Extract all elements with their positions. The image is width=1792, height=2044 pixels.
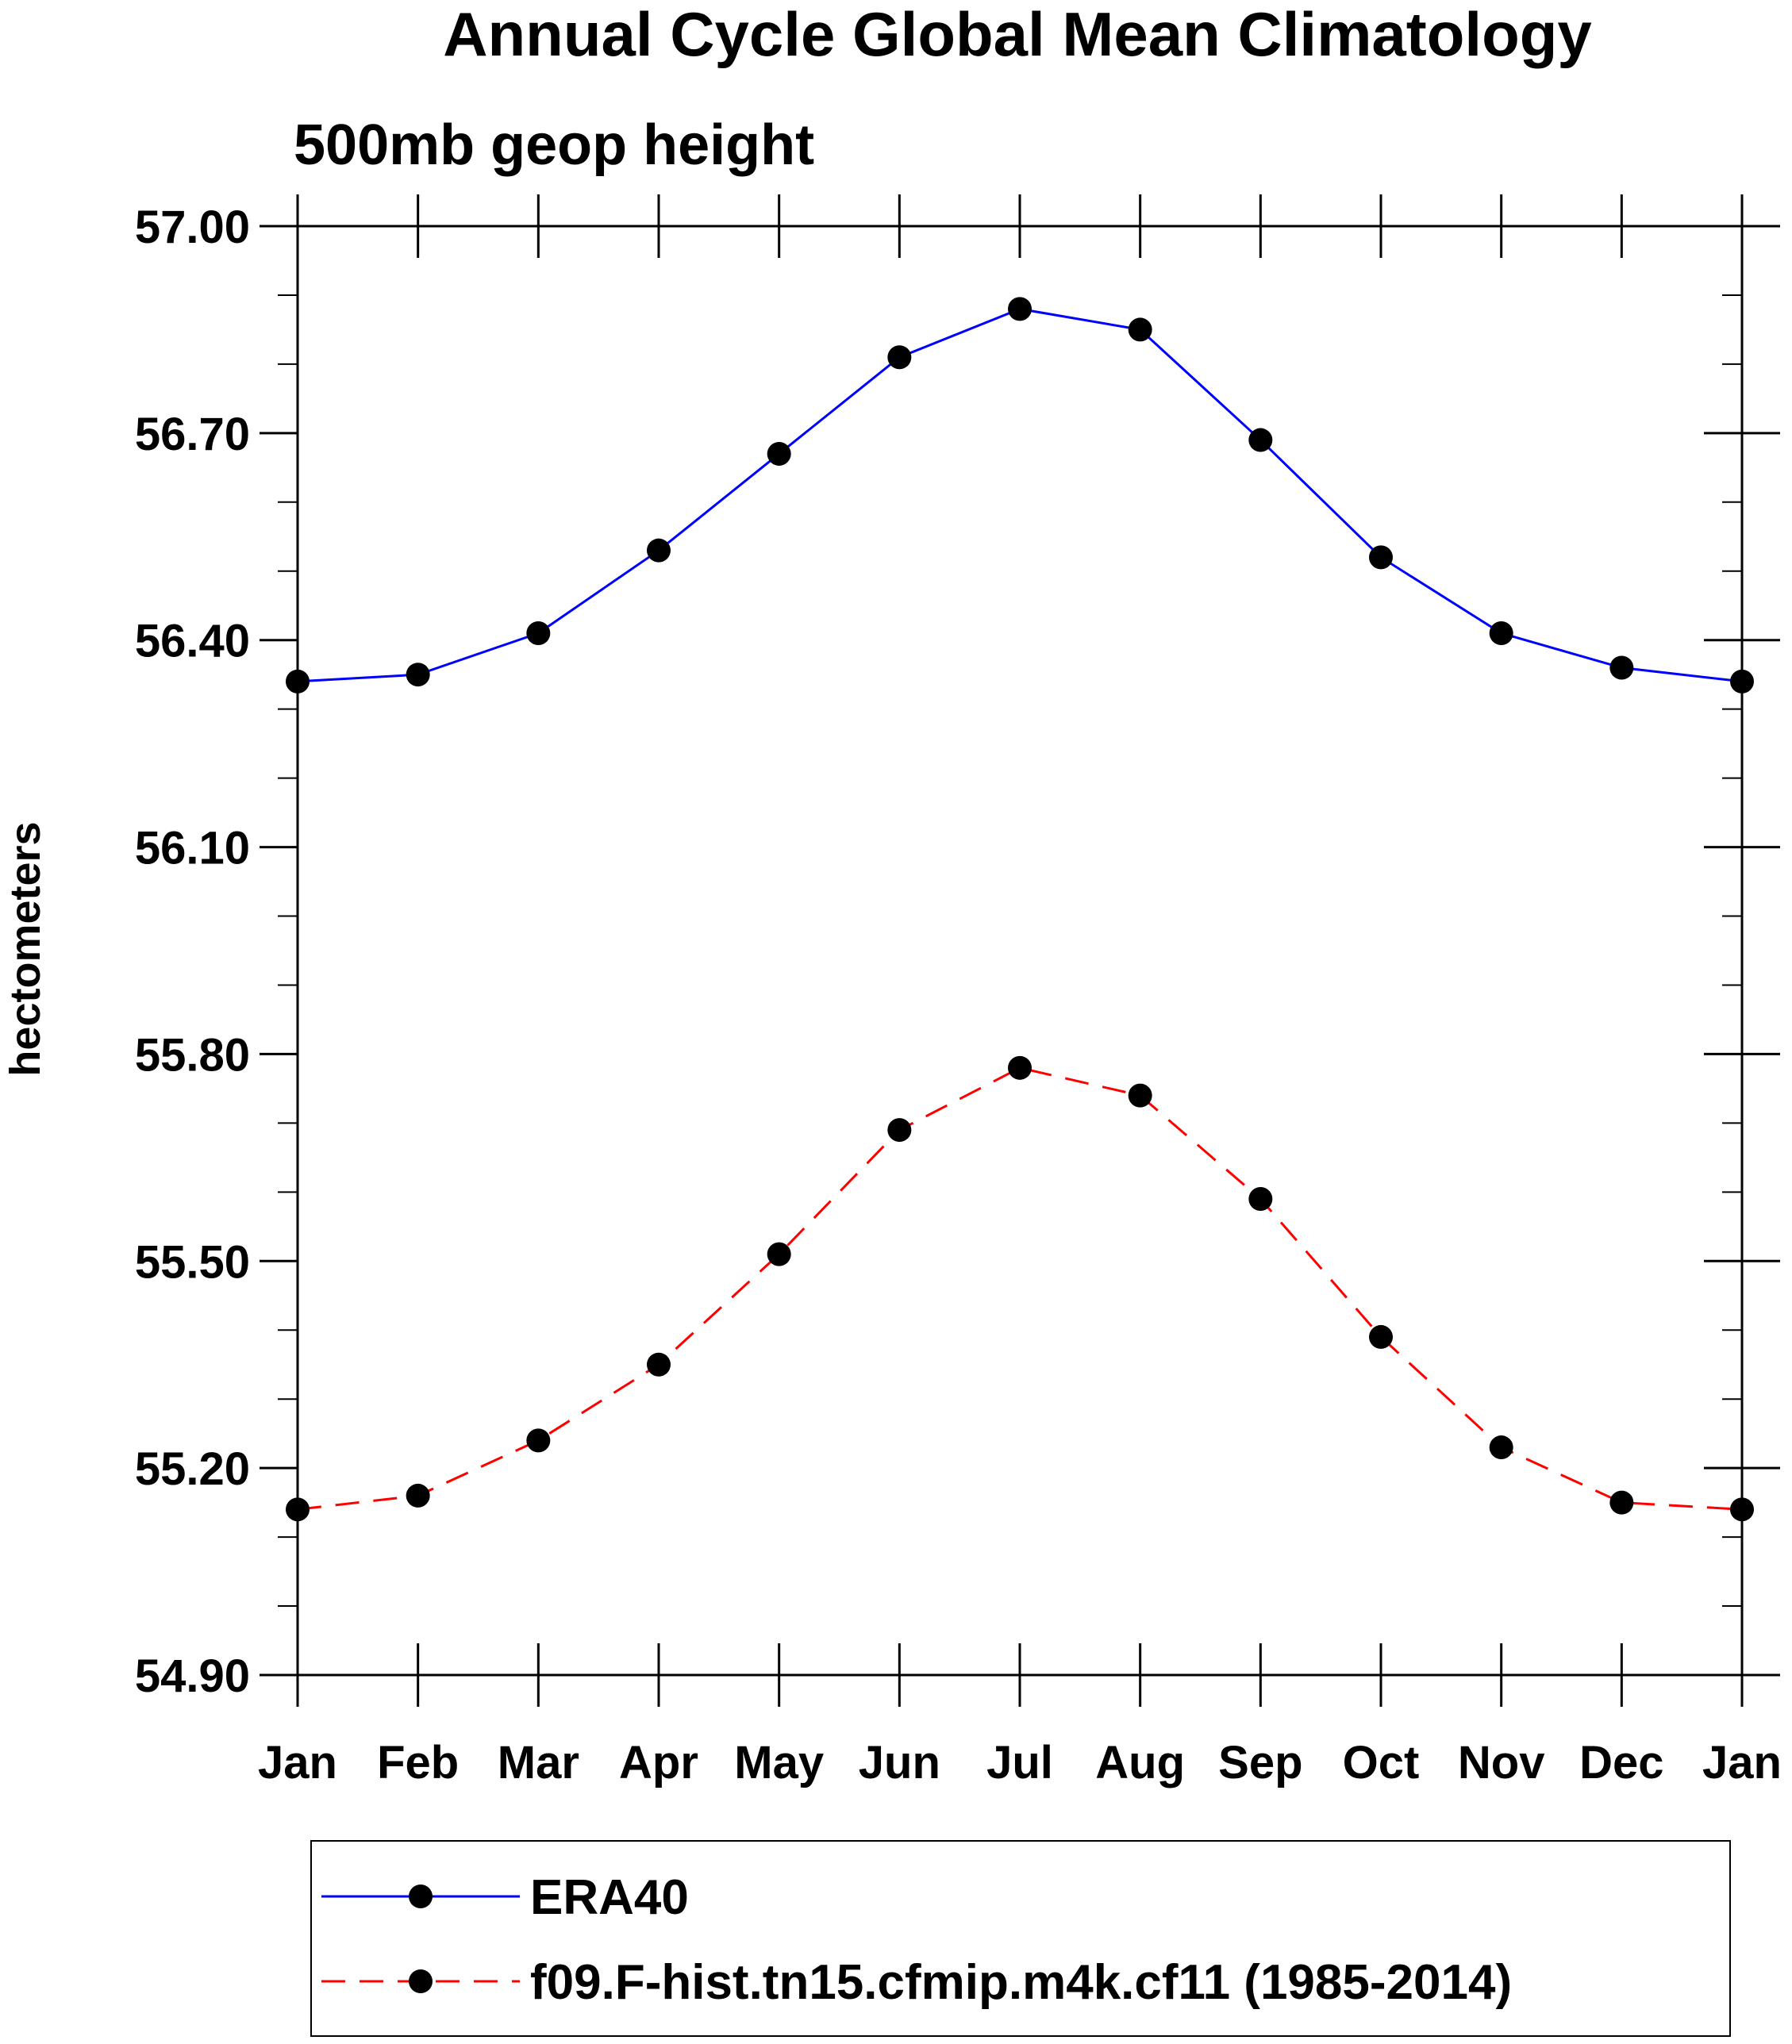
series-layer (286, 297, 1754, 1522)
data-point (1489, 621, 1513, 646)
legend: ERA40 f09.F-hist.tn15.cfmip.m4k.cf11 (198… (310, 1840, 1731, 2037)
y-tick-label: 56.40 (135, 616, 250, 667)
x-tick-label: Dec (1579, 1737, 1663, 1788)
data-point (1128, 1083, 1152, 1108)
data-point (1369, 1324, 1393, 1349)
data-point (526, 621, 551, 646)
data-point (887, 1118, 912, 1143)
plot-frame (296, 225, 1744, 1677)
x-tick-label: Nov (1458, 1737, 1545, 1788)
data-point (526, 1428, 551, 1453)
x-tick-label: Jul (986, 1737, 1053, 1788)
x-tick-label: Aug (1095, 1737, 1185, 1788)
data-point (406, 1483, 430, 1508)
x-tick-label: Sep (1218, 1737, 1302, 1788)
data-point (767, 441, 791, 466)
data-point (1128, 317, 1152, 342)
data-point (1008, 1055, 1032, 1080)
axis-ticks: Jan Feb Mar Apr May Jun Jul Aug Sep Oct Nov Dec Jan5… (135, 194, 1782, 1788)
data-point (887, 345, 912, 370)
legend-marker (409, 1885, 433, 1908)
y-tick-label: 55.50 (135, 1236, 250, 1288)
y-tick-label: 55.80 (135, 1029, 250, 1081)
y-tick-label: 54.90 (135, 1650, 250, 1702)
data-point (647, 538, 671, 563)
data-point (1489, 1435, 1513, 1460)
x-tick-label: May (734, 1737, 824, 1788)
legend-box (310, 1840, 1731, 2037)
y-axis-label: hectometers (2, 821, 49, 1076)
y-tick-label: 55.20 (135, 1443, 250, 1495)
legend-label-2: f09.F-hist.tn15.cfmip.m4k.cf11 (1985-201… (530, 1955, 1512, 2010)
x-tick-label: Feb (377, 1737, 459, 1788)
series-line-1 (297, 307, 1743, 683)
x-tick-label: Mar (498, 1737, 579, 1788)
x-tick-label: Jun (859, 1737, 940, 1788)
y-tick-label: 56.10 (135, 823, 250, 874)
chart-subtitle: 500mb geop height (294, 113, 814, 177)
x-tick-label: Jan (1702, 1737, 1782, 1788)
data-point (647, 1352, 671, 1377)
x-tick-label: Apr (619, 1737, 698, 1788)
data-point (767, 1242, 791, 1266)
data-point (1008, 297, 1032, 321)
series-line-2 (297, 1066, 1743, 1511)
data-point (1609, 655, 1634, 680)
legend-label-1: ERA40 (530, 1870, 689, 1925)
y-tick-label: 56.70 (135, 409, 250, 460)
x-tick-label: Jan (258, 1737, 337, 1788)
data-point (406, 663, 430, 687)
data-point (1609, 1490, 1634, 1515)
y-tick-label: 57.00 (135, 202, 250, 253)
chart-title: Annual Cycle Global Mean Climatology (443, 0, 1592, 69)
data-point (1248, 1187, 1273, 1212)
legend-marker (409, 1969, 433, 1993)
data-point (1248, 428, 1273, 452)
x-tick-label: Oct (1343, 1737, 1420, 1788)
data-point (1369, 545, 1393, 570)
